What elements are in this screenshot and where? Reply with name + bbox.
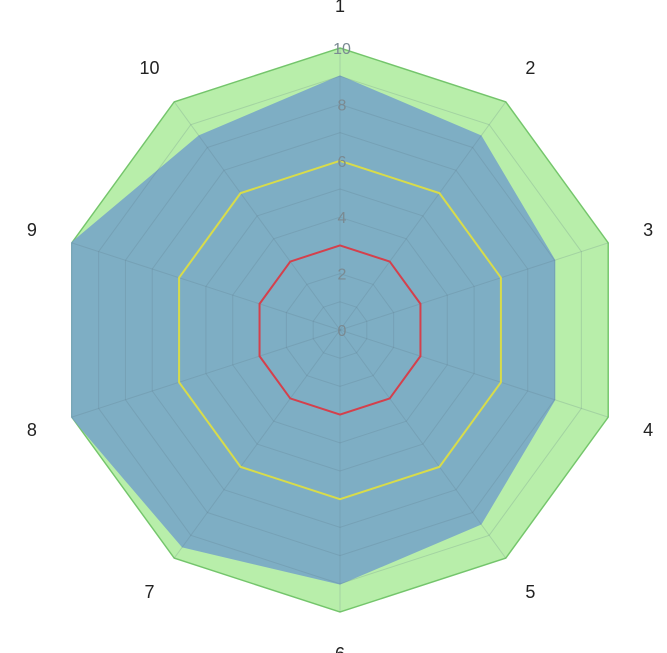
grid-spoke-5 [339,329,507,559]
r-tick-label: 8 [338,97,347,114]
grid-ring-5 [205,188,475,472]
tick-labels: 0 2 4 6 8 10 [333,41,351,340]
category-label: 10 [140,58,160,78]
category-label: 8 [27,420,37,440]
grid-ring-1 [312,301,368,359]
r-tick-label: 4 [338,210,347,227]
grid-ring-8 [124,103,556,557]
r-tick-label: 6 [338,154,347,171]
grid-ring-2 [285,273,395,387]
grid-spoke-2 [339,101,507,331]
r-tick-label: 2 [338,267,347,284]
series-line-3 [178,159,502,501]
series-layer [71,47,609,613]
r-tick-label: 10 [333,41,351,58]
grid-ring-10 [71,47,609,613]
grid-spoke-7 [173,329,341,559]
series-area-2 [71,75,556,585]
category-label: 9 [27,220,37,240]
r-tick-label: 0 [338,323,347,340]
series-line-4 [258,244,422,416]
category-label: 1 [335,0,345,16]
grid-spoke-8 [71,329,341,418]
grid-spoke-9 [71,242,341,331]
category-label: 3 [643,220,653,240]
grid-ring-7 [151,132,529,528]
grid-spoke-4 [339,329,609,418]
grid-ring-4 [232,216,448,444]
category-label: 2 [525,58,535,78]
category-label: 5 [525,582,535,602]
grid-spoke-10 [173,101,341,331]
grid-ring-9 [98,75,582,585]
axis-labels: 1 2 3 4 5 6 7 8 9 10 [27,0,653,653]
grid-spoke-3 [339,242,609,331]
line-series-layer [178,159,502,501]
category-label: 7 [145,582,155,602]
category-label: 4 [643,420,653,440]
category-label: 6 [335,644,345,653]
